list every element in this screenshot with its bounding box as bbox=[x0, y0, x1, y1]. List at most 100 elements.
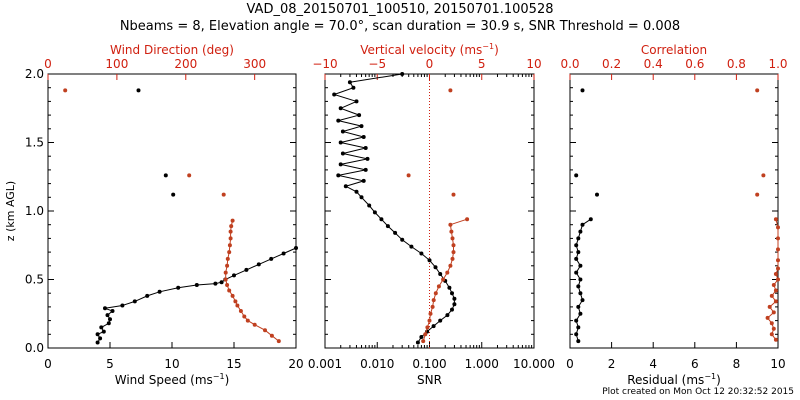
data-point-black bbox=[103, 306, 107, 311]
data-point-red bbox=[448, 222, 453, 227]
x-bottom-axis-label: Residual (ms−1) bbox=[627, 372, 721, 387]
data-point-red bbox=[431, 298, 436, 303]
y-tick-label: 2.0 bbox=[25, 67, 44, 81]
x-bottom-tick-label: 1.000 bbox=[465, 357, 499, 371]
x-bottom-tick-label: 0 bbox=[566, 357, 574, 371]
data-point-black bbox=[294, 246, 298, 250]
data-point-black bbox=[171, 192, 176, 197]
data-point-black bbox=[359, 124, 364, 129]
data-point-black bbox=[447, 285, 452, 290]
x-top-tick-label: 300 bbox=[243, 57, 266, 71]
y-tick-label: 0.5 bbox=[25, 273, 44, 287]
data-point-red bbox=[441, 277, 446, 282]
data-point-black bbox=[136, 88, 141, 93]
data-point-red bbox=[421, 339, 426, 344]
data-point-red bbox=[263, 328, 267, 333]
data-point-red bbox=[227, 250, 232, 255]
x-top-tick-label: −10 bbox=[312, 57, 337, 71]
data-point-black bbox=[576, 339, 581, 344]
x-bottom-tick-label: 10 bbox=[164, 357, 179, 371]
data-point-black bbox=[574, 256, 579, 261]
data-point-red bbox=[773, 288, 778, 293]
data-point-red bbox=[252, 322, 257, 327]
data-point-red bbox=[230, 293, 235, 298]
data-point-black bbox=[438, 318, 443, 323]
data-point-red bbox=[771, 310, 776, 315]
y-tick-label: 1.5 bbox=[25, 136, 44, 150]
data-point-black bbox=[576, 325, 581, 330]
series-line-black bbox=[332, 73, 455, 343]
data-point-red bbox=[773, 272, 778, 276]
data-point-red bbox=[771, 283, 776, 287]
data-point-red bbox=[229, 224, 234, 229]
x-bottom-tick-label: 6 bbox=[691, 357, 699, 371]
data-point-black bbox=[367, 203, 372, 208]
data-point-black bbox=[95, 332, 100, 337]
data-point-black bbox=[194, 283, 199, 287]
data-point-black bbox=[595, 192, 599, 197]
data-point-black bbox=[363, 146, 368, 150]
data-point-black bbox=[244, 267, 249, 272]
data-point-black bbox=[400, 72, 405, 76]
data-point-black bbox=[176, 285, 181, 290]
x-top-tick-label: 0.4 bbox=[644, 57, 663, 71]
data-point-red bbox=[228, 236, 233, 241]
data-point-black bbox=[452, 296, 457, 301]
plot-frame-1 bbox=[47, 73, 297, 349]
data-point-black bbox=[340, 129, 345, 134]
data-point-black bbox=[340, 151, 345, 156]
data-point-red bbox=[430, 304, 435, 309]
x-bottom-tick-label: 5 bbox=[106, 357, 114, 371]
data-point-red bbox=[425, 325, 430, 330]
data-point-black bbox=[578, 229, 583, 234]
data-point-black bbox=[431, 324, 436, 329]
data-point-black bbox=[588, 217, 593, 222]
data-point-red bbox=[436, 284, 441, 289]
data-point-black bbox=[365, 156, 370, 161]
data-point-black bbox=[452, 302, 457, 307]
data-point-black bbox=[419, 251, 424, 256]
data-point-red bbox=[769, 332, 774, 337]
data-point-black bbox=[281, 251, 286, 256]
data-point-black bbox=[574, 270, 579, 275]
data-point-black bbox=[98, 336, 103, 341]
data-point-red bbox=[776, 266, 780, 271]
data-point-red bbox=[235, 303, 240, 308]
data-point-black bbox=[576, 250, 581, 255]
data-point-black bbox=[450, 307, 454, 312]
x-bottom-tick-label: 0.100 bbox=[412, 357, 446, 371]
data-point-black bbox=[145, 293, 150, 298]
data-point-red bbox=[769, 293, 774, 298]
data-point-black bbox=[400, 237, 405, 242]
data-point-red bbox=[228, 229, 233, 234]
data-point-black bbox=[385, 224, 390, 229]
x-bottom-tick-label: 15 bbox=[226, 357, 241, 371]
x-bottom-axis-label: Wind Speed (ms−1) bbox=[115, 372, 230, 387]
x-top-tick-label: 0.2 bbox=[602, 57, 621, 71]
series-line-red bbox=[225, 220, 280, 342]
data-point-red bbox=[406, 173, 411, 178]
data-point-black bbox=[232, 273, 236, 278]
x-top-tick-label: 0 bbox=[44, 57, 52, 71]
data-point-red bbox=[776, 236, 780, 241]
data-point-black bbox=[580, 222, 585, 227]
data-point-black bbox=[108, 317, 112, 322]
x-top-tick-label: 1.0 bbox=[768, 57, 787, 71]
data-point-black bbox=[120, 303, 125, 308]
data-point-red bbox=[451, 243, 456, 248]
data-point-black bbox=[336, 118, 341, 123]
x-top-tick-label: 100 bbox=[105, 57, 128, 71]
data-point-black bbox=[419, 335, 424, 339]
data-point-red bbox=[428, 311, 433, 316]
x-top-tick-label: 10 bbox=[526, 57, 541, 71]
data-point-red bbox=[765, 315, 770, 320]
data-point-red bbox=[233, 299, 238, 304]
data-point-red bbox=[427, 318, 432, 323]
data-point-red bbox=[225, 263, 230, 268]
x-bottom-tick-label: 0.010 bbox=[360, 357, 394, 371]
x-top-tick-label: −5 bbox=[368, 57, 386, 71]
x-top-tick-label: 0.6 bbox=[685, 57, 704, 71]
x-top-axis-label: Correlation bbox=[641, 43, 707, 57]
data-point-black bbox=[576, 284, 581, 289]
